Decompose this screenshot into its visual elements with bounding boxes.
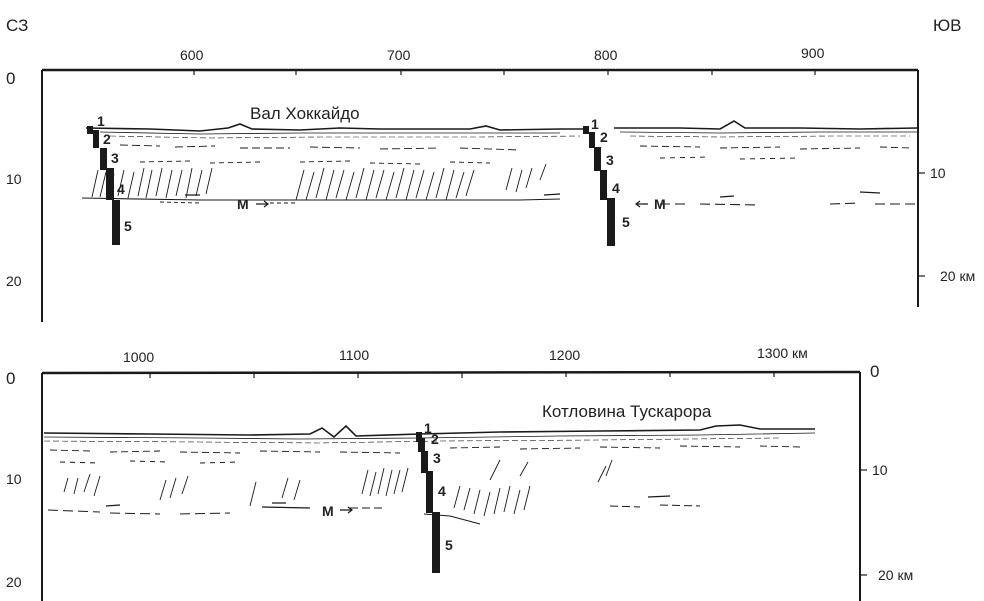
- bottom-x-tick-1100: 1100: [339, 347, 369, 363]
- top-depth-left-0: 0: [6, 69, 15, 88]
- top-column-a-num-1: 1: [97, 113, 105, 129]
- bottom-column-num-1: 1: [424, 420, 432, 436]
- top-depth-right-10: 10: [930, 165, 946, 181]
- bottom-moho-line: [47, 495, 701, 525]
- top-reflectors: [119, 144, 911, 165]
- top-x-tick-600: 600: [180, 47, 204, 63]
- top-column-a-num-3: 3: [111, 150, 119, 166]
- bottom-column-num-5: 5: [445, 537, 453, 553]
- bottom-frame-top-line: [41, 370, 861, 375]
- top-column-a: [87, 126, 120, 245]
- top-x-tick-900: 900: [801, 45, 825, 61]
- top-column-a-num-5: 5: [124, 218, 132, 234]
- top-column-a-num-4: 4: [117, 181, 125, 197]
- bottom-depth-left-10: 10: [6, 471, 22, 487]
- bottom-depth-left-20: 20: [6, 574, 22, 590]
- top-x-tick-700: 700: [387, 47, 411, 63]
- top-x-tick-800: 800: [594, 47, 618, 63]
- top-feature-label: Вал Хоккайдо: [250, 104, 360, 123]
- bottom-x-tick-1200: 1200: [549, 347, 580, 363]
- bottom-feature-label: Котловина Тускарора: [542, 402, 712, 421]
- bottom-column-num-3: 3: [433, 450, 441, 466]
- bottom-depth-right-0: 0: [870, 362, 879, 381]
- orientation-right-label: ЮВ: [933, 16, 962, 35]
- bottom-depth-right-20: 20 км: [878, 567, 913, 583]
- bottom-column: [416, 432, 440, 573]
- top-moho-arrow-b: [635, 200, 648, 208]
- top-seafloor: [85, 120, 919, 139]
- bottom-reflectors: [49, 445, 801, 464]
- bottom-depth-right-10: 10: [872, 462, 888, 478]
- top-x-ticks: [193, 70, 816, 75]
- bottom-x-ticks: [149, 372, 775, 378]
- top-depth-right-20: 20 км: [940, 268, 975, 284]
- top-column-b: [583, 126, 615, 246]
- bottom-moho-arrow: [340, 506, 353, 514]
- profile-bottom: 1000 1100 1200 1300 км 0 10 20 0 10 20 к…: [6, 345, 913, 601]
- top-column-b-num-5: 5: [622, 214, 630, 230]
- top-moho-label-b: М: [654, 196, 666, 212]
- top-column-a-num-2: 2: [103, 131, 111, 147]
- orientation-left-label: СЗ: [6, 16, 28, 35]
- top-column-b-num-2: 2: [600, 129, 608, 145]
- top-moho-line: [81, 191, 915, 206]
- top-column-b-num-3: 3: [606, 152, 614, 168]
- top-moho-arrow-a: [256, 200, 269, 208]
- bottom-hatching: [63, 459, 613, 517]
- top-depth-left-10: 10: [6, 171, 22, 187]
- bottom-x-tick-1000: 1000: [123, 349, 154, 365]
- bottom-column-num-2: 2: [431, 431, 439, 447]
- top-hatching: [91, 163, 547, 201]
- bottom-column-num-4: 4: [438, 483, 446, 499]
- top-column-b-num-4: 4: [612, 180, 620, 196]
- bottom-depth-left-0: 0: [6, 369, 15, 388]
- bottom-x-tick-1300: 1300 км: [757, 345, 808, 361]
- top-moho-label-a: М: [237, 196, 249, 212]
- top-depth-left-20: 20: [6, 273, 22, 289]
- top-column-b-num-1: 1: [591, 116, 599, 132]
- profile-top: 600 700 800 900 0 10 20 10 20 км Вал Хок…: [6, 45, 975, 322]
- bottom-moho-label: М: [322, 503, 334, 519]
